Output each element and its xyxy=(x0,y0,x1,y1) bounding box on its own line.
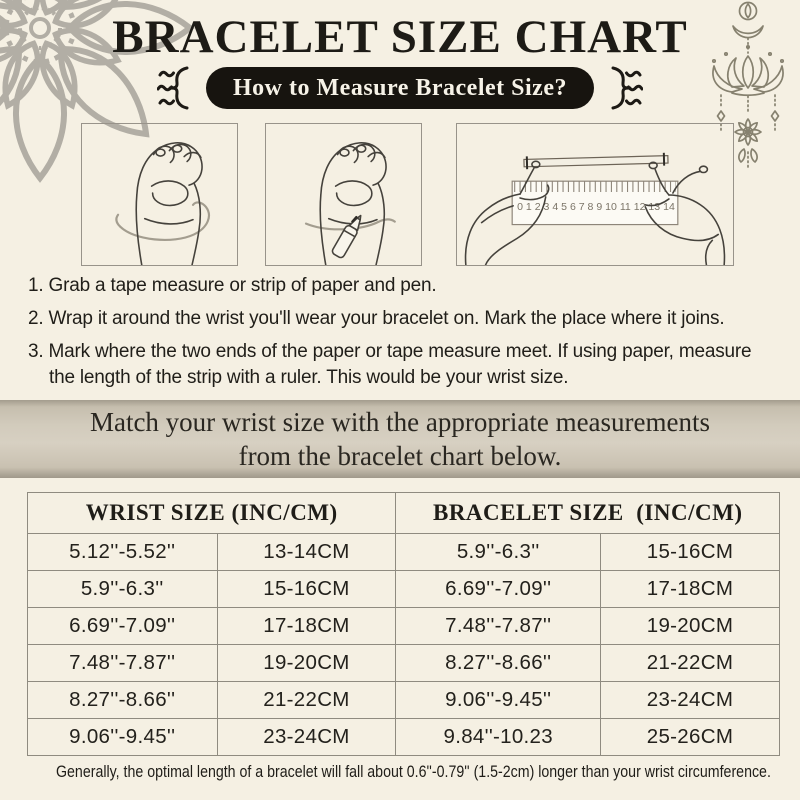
table-row: 7.48''-7.87'' 19-20CM 8.27''-8.66'' 21-2… xyxy=(27,644,780,682)
page-title: BRACELET SIZE CHART xyxy=(112,11,688,63)
subtitle-pill: How to Measure Bracelet Size? xyxy=(206,67,594,109)
illustration-mark-pen xyxy=(265,123,422,266)
table-cell: 23-24CM xyxy=(600,681,780,719)
table-cell: 7.48''-7.87'' xyxy=(395,607,601,645)
table-cell: 17-18CM xyxy=(216,607,397,645)
table-cell: 21-22CM xyxy=(600,644,780,682)
table-cell: 5.12''-5.52'' xyxy=(27,533,218,571)
table-cell: 19-20CM xyxy=(216,644,397,682)
banner-line-2: from the bracelet chart below. xyxy=(238,441,562,471)
step-3: 3. Mark where the two ends of the paper … xyxy=(28,341,752,388)
table-cell: 8.27''-8.66'' xyxy=(27,681,218,719)
table-cell: 7.48''-7.87'' xyxy=(27,644,218,682)
squiggle-left-icon xyxy=(157,66,189,110)
table-cell: 15-16CM xyxy=(600,533,780,571)
table-header-row: WRIST SIZE (INC/CM) BRACELET SIZE (INC/C… xyxy=(26,492,780,534)
footnote: Generally, the optimal length of a brace… xyxy=(56,763,771,781)
table-row: 8.27''-8.66'' 21-22CM 9.06''-9.45'' 23-2… xyxy=(27,681,780,719)
wrist-size-header: WRIST SIZE (INC/CM) xyxy=(26,492,397,534)
table-cell: 6.69''-7.09'' xyxy=(27,607,218,645)
table-cell: 9.06''-9.45'' xyxy=(395,681,601,719)
match-size-banner: Match your wrist size with the appropria… xyxy=(0,400,800,478)
table-row: 5.9''-6.3'' 15-16CM 6.69''-7.09'' 17-18C… xyxy=(27,570,780,608)
squiggle-right-icon xyxy=(611,66,643,110)
table-row: 5.12''-5.52'' 13-14CM 5.9''-6.3'' 15-16C… xyxy=(27,533,780,571)
table-cell: 9.06''-9.45'' xyxy=(27,718,218,756)
table-cell: 21-22CM xyxy=(216,681,397,719)
subtitle-row: How to Measure Bracelet Size? xyxy=(0,65,800,111)
bracelet-size-header: BRACELET SIZE (INC/CM) xyxy=(395,492,780,534)
measure-steps: 1. Grab a tape measure or strip of paper… xyxy=(28,273,752,398)
banner-line-1: Match your wrist size with the appropria… xyxy=(89,407,711,437)
table-row: 9.06''-9.45'' 23-24CM 9.84''-10.23 25-26… xyxy=(27,718,780,756)
table-cell: 23-24CM xyxy=(216,718,397,756)
table-cell: 5.9''-6.3'' xyxy=(395,533,601,571)
table-cell: 15-16CM xyxy=(216,570,397,608)
table-cell: 17-18CM xyxy=(600,570,780,608)
step-2: 2. Wrap it around the wrist you'll wear … xyxy=(28,308,725,329)
table-row: 6.69''-7.09'' 17-18CM 7.48''-7.87'' 19-2… xyxy=(27,607,780,645)
table-cell: 8.27''-8.66'' xyxy=(395,644,601,682)
size-table: WRIST SIZE (INC/CM) BRACELET SIZE (INC/C… xyxy=(26,492,780,756)
ruler-numbers: 0 1 2 3 4 5 6 7 8 9 10 11 12 13 14 xyxy=(517,202,675,213)
how-to-measure-illustrations: 0 1 2 3 4 5 6 7 8 9 10 11 12 13 14 xyxy=(81,123,734,266)
table-cell: 6.69''-7.09'' xyxy=(395,570,601,608)
table-cell: 9.84''-10.23 xyxy=(395,718,601,756)
table-cell: 25-26CM xyxy=(600,718,780,756)
table-cell: 5.9''-6.3'' xyxy=(27,570,218,608)
step-1: 1. Grab a tape measure or strip of paper… xyxy=(28,275,437,296)
illustration-ruler-measure: 0 1 2 3 4 5 6 7 8 9 10 11 12 13 14 xyxy=(456,123,734,266)
illustration-wrap-tape xyxy=(81,123,238,266)
table-cell: 13-14CM xyxy=(216,533,397,571)
table-cell: 19-20CM xyxy=(600,607,780,645)
